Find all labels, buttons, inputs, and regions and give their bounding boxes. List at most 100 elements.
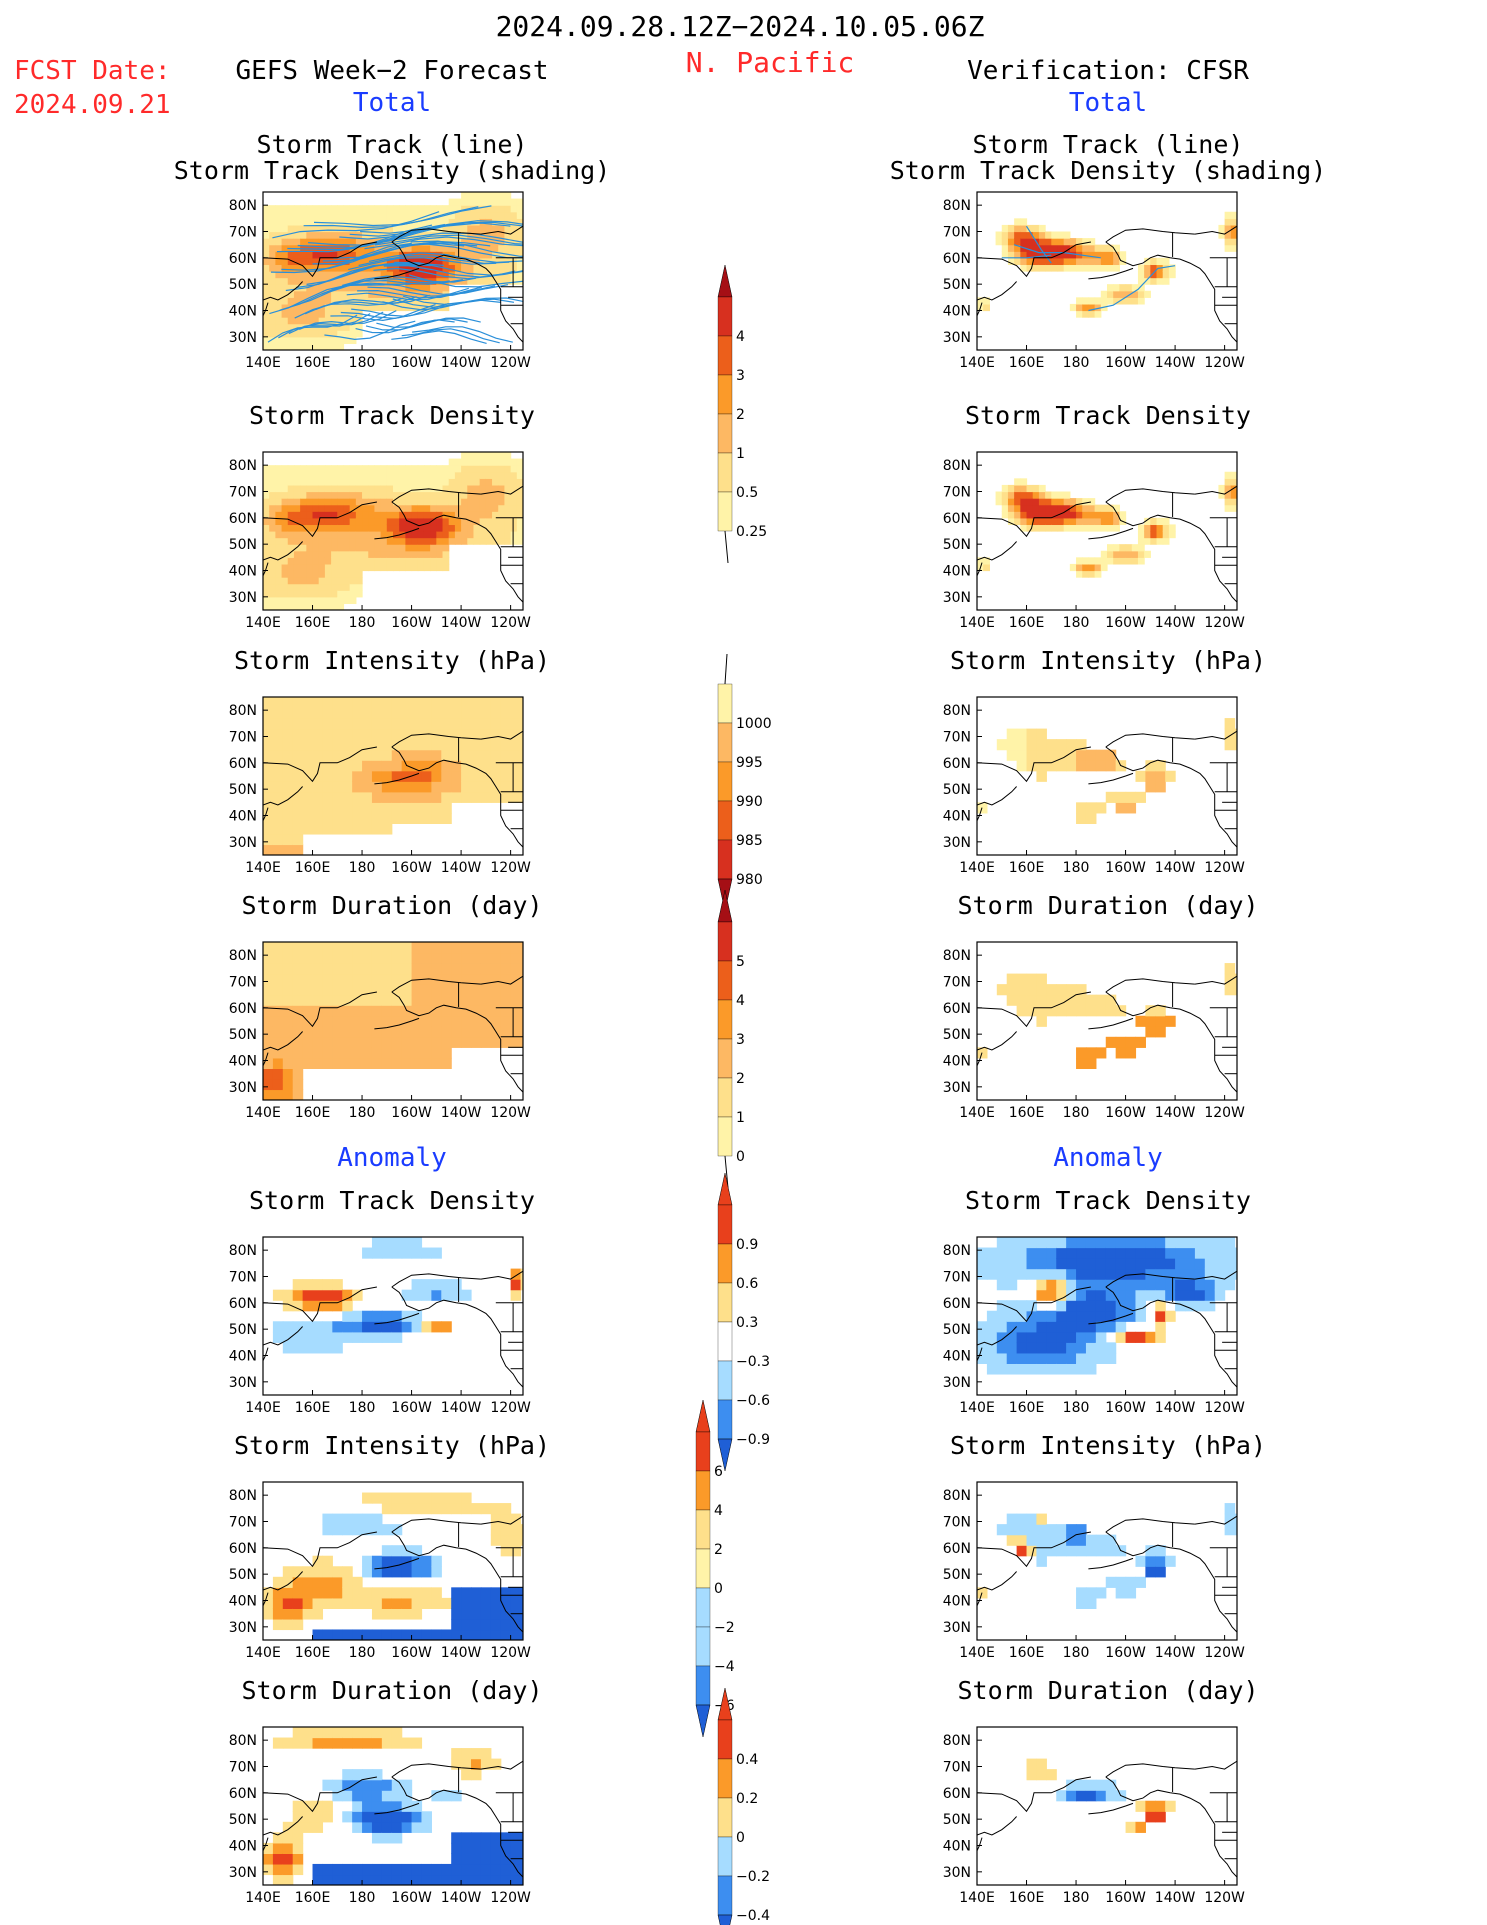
shade-cell bbox=[318, 478, 326, 486]
shade-cell bbox=[343, 517, 351, 526]
shade-cell bbox=[306, 310, 314, 318]
shade-cell bbox=[381, 1863, 393, 1876]
x-tick-label: 120W bbox=[490, 860, 531, 876]
shade-cell bbox=[362, 1800, 373, 1812]
shade-cell bbox=[332, 1737, 343, 1749]
shade-cell bbox=[421, 1289, 432, 1301]
map-frame bbox=[976, 1236, 1238, 1396]
shade-cell bbox=[272, 739, 284, 751]
coastline bbox=[1194, 730, 1237, 740]
shade-cell bbox=[1162, 277, 1170, 285]
shade-cell bbox=[386, 478, 394, 486]
colorbar-label: 2 bbox=[736, 407, 745, 423]
shade-cell bbox=[1100, 290, 1108, 298]
shade-cell bbox=[352, 1629, 363, 1640]
shade-cell bbox=[1046, 1769, 1057, 1781]
shade-cell bbox=[337, 238, 345, 246]
shade-cell bbox=[332, 1057, 343, 1069]
shade-cell bbox=[1026, 994, 1038, 1006]
shade-cell bbox=[393, 277, 400, 285]
shade-cell bbox=[263, 1863, 274, 1876]
shade-cell bbox=[1135, 1300, 1146, 1312]
shade-cell bbox=[362, 994, 373, 1006]
shade-cell bbox=[312, 942, 324, 954]
y-tick-label: 40N bbox=[229, 564, 257, 580]
shade-cell bbox=[461, 531, 468, 539]
shade-cell bbox=[1125, 284, 1133, 292]
shade-cell bbox=[287, 517, 295, 526]
shade-cell bbox=[343, 478, 351, 486]
shade-cell bbox=[293, 557, 301, 565]
shade-cell bbox=[281, 336, 289, 345]
shade-cell bbox=[1056, 1279, 1067, 1291]
shade-cell bbox=[451, 1748, 462, 1760]
shade-cell bbox=[492, 238, 499, 246]
shade-cell bbox=[1204, 1237, 1216, 1249]
shade-cell bbox=[1057, 511, 1065, 519]
shade-cell bbox=[381, 812, 393, 824]
shade-cell bbox=[275, 290, 283, 298]
shade-cell bbox=[417, 511, 425, 519]
shade-cell bbox=[510, 1015, 522, 1027]
shade-cell bbox=[349, 317, 357, 325]
shade-cell bbox=[1155, 770, 1166, 782]
shade-cell bbox=[368, 491, 376, 499]
shade-cell bbox=[520, 1842, 523, 1854]
shade-cell bbox=[430, 211, 437, 219]
shade-cell bbox=[386, 550, 394, 558]
shade-cell bbox=[516, 504, 523, 512]
shade-cell bbox=[287, 205, 295, 213]
shade-cell bbox=[492, 198, 499, 206]
x-tick-label: 140W bbox=[1155, 1105, 1196, 1121]
shade-cell bbox=[1105, 1576, 1117, 1588]
shade-cell bbox=[269, 310, 276, 318]
x-tick-label: 180 bbox=[349, 1400, 376, 1416]
shade-cell bbox=[1185, 1247, 1196, 1259]
shade-cell bbox=[318, 224, 326, 233]
shade-cell bbox=[342, 1874, 353, 1885]
shade-cell bbox=[1113, 290, 1120, 298]
shade-cell bbox=[300, 478, 307, 486]
shade-cell bbox=[510, 1618, 522, 1631]
shade-cell bbox=[498, 531, 506, 539]
shade-cell bbox=[282, 1576, 294, 1588]
shade-cell bbox=[1224, 984, 1236, 996]
shade-cell bbox=[337, 484, 345, 493]
shade-cell bbox=[436, 557, 444, 565]
shade-cell bbox=[479, 205, 487, 213]
colorbar-segment bbox=[717, 1282, 733, 1323]
colorbar-segment bbox=[717, 1797, 733, 1838]
panel-title-left-7: Storm Duration (day) bbox=[241, 1676, 543, 1705]
shade-cell bbox=[362, 557, 369, 565]
shade-cell bbox=[386, 218, 394, 226]
shade-cell bbox=[421, 984, 432, 996]
shade-cell bbox=[504, 478, 512, 486]
shade-cell bbox=[287, 277, 295, 285]
shade-cell bbox=[381, 1036, 393, 1048]
shade-cell bbox=[1204, 1279, 1216, 1291]
shade-cell bbox=[454, 198, 462, 206]
colorbar-label: 995 bbox=[736, 755, 763, 771]
shade-cell bbox=[1032, 491, 1040, 499]
shade-cell bbox=[480, 963, 492, 975]
shade-cell bbox=[306, 330, 314, 338]
x-tick-label: 140E bbox=[245, 1645, 281, 1661]
shade-cell bbox=[461, 1015, 472, 1027]
shade-cell bbox=[510, 504, 518, 512]
shade-cell bbox=[490, 973, 502, 985]
panel-title-left-4: Storm Duration (day) bbox=[241, 891, 543, 920]
shade-cell bbox=[401, 739, 413, 751]
shade-cell bbox=[442, 517, 450, 526]
shade-cell bbox=[322, 1587, 333, 1599]
shade-cell bbox=[1036, 973, 1047, 985]
shade-cell bbox=[1137, 544, 1145, 552]
shade-cell bbox=[312, 1727, 324, 1739]
colorbar-arrow-top bbox=[695, 1399, 711, 1433]
shade-cell bbox=[401, 1289, 413, 1301]
shade-cell bbox=[1145, 1005, 1156, 1017]
shade-cell bbox=[480, 1608, 492, 1620]
y-tick-label: 40N bbox=[229, 1349, 257, 1365]
shade-cell bbox=[318, 537, 326, 545]
shade-cell bbox=[269, 244, 276, 252]
shade-cell bbox=[332, 707, 343, 719]
